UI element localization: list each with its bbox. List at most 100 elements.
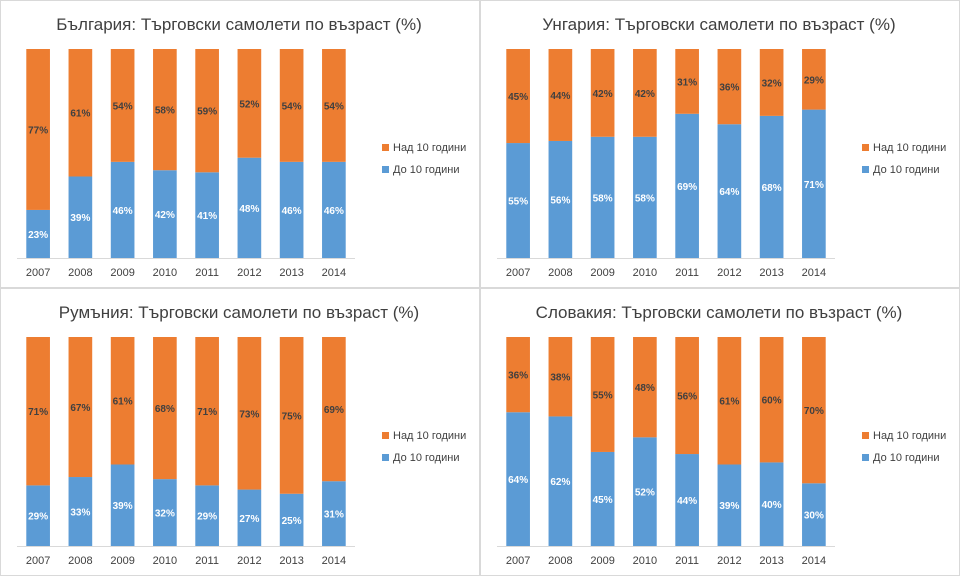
x-tick-label-2011: 2011 <box>195 267 219 279</box>
data-label-under-10-2008: 33% <box>70 508 90 519</box>
bar-under-10-2011 <box>195 485 219 546</box>
legend-swatch-under-10 <box>862 454 869 461</box>
data-label-over-10-2009: 54% <box>113 101 133 112</box>
x-tick-label-2014: 2014 <box>802 555 826 567</box>
bar-under-10-2009 <box>590 136 615 258</box>
x-tick-label-2010: 2010 <box>153 555 177 567</box>
bar-under-10-2008 <box>68 477 93 546</box>
bar-over-10-2008 <box>68 49 93 177</box>
data-label-under-10-2010: 52% <box>635 488 655 499</box>
bar-under-10-2010 <box>633 437 657 546</box>
x-tick-label-2013: 2013 <box>279 267 303 279</box>
x-tick-label-2007: 2007 <box>506 267 530 279</box>
data-label-under-10-2007: 55% <box>508 197 528 208</box>
data-label-over-10-2010: 68% <box>155 404 175 415</box>
legend-swatch-under-10 <box>382 166 389 173</box>
bar-over-10-2011 <box>195 49 219 173</box>
data-label-under-10-2008: 39% <box>70 213 90 224</box>
data-label-over-10-2013: 32% <box>762 78 782 89</box>
data-label-under-10-2012: 48% <box>239 204 259 215</box>
bar-over-10-2012 <box>717 337 742 465</box>
x-tick-label-2007: 2007 <box>26 555 50 567</box>
data-label-over-10-2014: 69% <box>324 405 344 416</box>
bar-under-10-2010 <box>153 170 177 258</box>
data-label-under-10-2014: 46% <box>324 206 344 217</box>
x-tick-label-2012: 2012 <box>237 555 261 567</box>
data-label-over-10-2007: 45% <box>508 92 528 103</box>
x-tick-label-2012: 2012 <box>717 555 741 567</box>
legend-label-over-10: Над 10 години <box>873 142 946 154</box>
bar-under-10-2011 <box>195 172 219 258</box>
bar-over-10-2007 <box>506 49 530 144</box>
x-tick-label-2013: 2013 <box>759 555 783 567</box>
data-label-over-10-2014: 54% <box>324 101 344 112</box>
legend-label-over-10: Над 10 години <box>873 430 946 442</box>
bar-over-10-2013 <box>279 337 304 494</box>
data-label-under-10-2010: 42% <box>155 210 175 221</box>
bar-under-10-2014 <box>802 109 826 258</box>
bar-over-10-2013 <box>759 49 784 116</box>
data-label-over-10-2013: 54% <box>282 101 302 112</box>
bar-over-10-2007 <box>506 337 530 413</box>
data-label-under-10-2009: 45% <box>593 495 613 506</box>
bar-under-10-2009 <box>590 451 615 546</box>
bar-over-10-2010 <box>633 49 657 137</box>
chart-hungary: Унгария: Търговски самолети по възраст (… <box>497 15 946 279</box>
bar-over-10-2007 <box>26 49 50 210</box>
x-tick-label-2008: 2008 <box>548 555 572 567</box>
data-label-over-10-2008: 44% <box>550 91 570 102</box>
bar-over-10-2014 <box>802 337 826 484</box>
x-tick-label-2014: 2014 <box>322 267 346 279</box>
data-label-under-10-2011: 41% <box>197 211 217 222</box>
legend-swatch-over-10 <box>382 144 389 151</box>
bar-under-10-2008 <box>68 176 93 258</box>
legend-swatch-over-10 <box>862 144 869 151</box>
bar-over-10-2013 <box>759 337 784 463</box>
x-tick-label-2010: 2010 <box>153 267 177 279</box>
chart-title: Унгария: Търговски самолети по възраст (… <box>542 15 895 34</box>
data-label-under-10-2014: 31% <box>324 510 344 521</box>
bar-under-10-2012 <box>717 124 742 259</box>
bar-over-10-2009 <box>590 49 615 137</box>
legend-label-over-10: Над 10 години <box>393 142 466 154</box>
bar-over-10-2014 <box>322 337 346 482</box>
bar-over-10-2011 <box>675 49 699 114</box>
bar-under-10-2014 <box>322 481 346 546</box>
bar-over-10-2012 <box>237 337 262 490</box>
data-label-over-10-2012: 73% <box>239 409 259 420</box>
chart-panel-bulgaria: България: Търговски самолети по възраст … <box>0 0 480 288</box>
chart-romania: Румъния: Търговски самолети по възраст (… <box>17 303 466 567</box>
x-tick-label-2012: 2012 <box>237 267 261 279</box>
data-label-over-10-2009: 42% <box>593 89 613 100</box>
data-label-over-10-2012: 36% <box>719 83 739 94</box>
x-tick-label-2007: 2007 <box>26 267 50 279</box>
data-label-over-10-2014: 29% <box>804 75 824 86</box>
data-label-over-10-2007: 71% <box>28 407 48 418</box>
bar-under-10-2012 <box>717 464 742 546</box>
data-label-under-10-2011: 29% <box>197 512 217 523</box>
x-tick-label-2014: 2014 <box>802 267 826 279</box>
data-label-over-10-2011: 71% <box>197 407 217 418</box>
data-label-under-10-2013: 46% <box>282 206 302 217</box>
data-label-under-10-2010: 58% <box>635 193 655 204</box>
data-label-under-10-2013: 40% <box>762 500 782 511</box>
bar-under-10-2009 <box>110 161 135 258</box>
data-label-over-10-2014: 70% <box>804 406 824 417</box>
x-tick-label-2013: 2013 <box>279 555 303 567</box>
bar-under-10-2007 <box>506 412 530 546</box>
data-label-under-10-2008: 56% <box>550 195 570 206</box>
data-label-over-10-2008: 61% <box>70 109 90 120</box>
x-tick-label-2011: 2011 <box>675 267 699 279</box>
legend-label-over-10: Над 10 години <box>393 430 466 442</box>
x-tick-label-2014: 2014 <box>322 555 346 567</box>
bar-under-10-2013 <box>759 462 784 546</box>
legend-label-under-10: До 10 години <box>393 452 459 464</box>
data-label-over-10-2009: 61% <box>113 397 133 408</box>
bar-under-10-2012 <box>237 157 262 258</box>
data-label-under-10-2012: 27% <box>239 514 259 525</box>
chart-panel-slovakia: Словакия: Търговски самолети по възраст … <box>480 288 960 576</box>
x-tick-label-2013: 2013 <box>759 267 783 279</box>
data-label-over-10-2008: 67% <box>70 403 90 414</box>
bar-under-10-2007 <box>506 143 530 258</box>
